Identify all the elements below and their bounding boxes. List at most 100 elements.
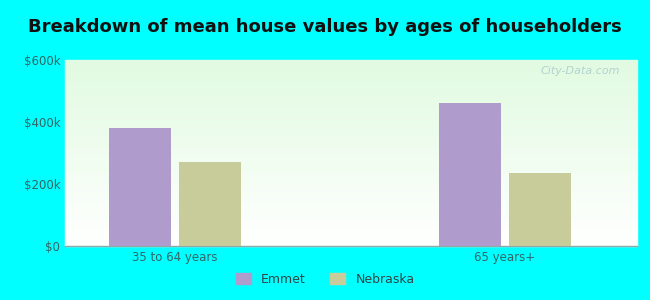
Text: City-Data.com: City-Data.com [540, 66, 620, 76]
Bar [65, 101, 637, 103]
Bar [65, 172, 637, 173]
Bar [65, 238, 637, 240]
Bar [65, 149, 637, 151]
Bar [65, 173, 637, 175]
Bar [65, 112, 637, 114]
Bar [65, 103, 637, 105]
Bar [65, 108, 637, 110]
Bar [65, 86, 637, 88]
Bar [65, 233, 637, 235]
Bar [65, 227, 637, 229]
Bar [65, 190, 637, 192]
Bar [65, 212, 637, 214]
Bar [65, 151, 637, 153]
Bar [65, 159, 637, 161]
Bar [65, 211, 637, 212]
Bar [65, 192, 637, 194]
Bar [65, 140, 637, 142]
Bar [510, 173, 571, 246]
Bar [65, 229, 637, 231]
Bar [65, 144, 637, 146]
Bar [65, 75, 637, 77]
Bar [65, 237, 637, 239]
Bar [65, 79, 637, 80]
Bar [65, 80, 637, 82]
Bar [65, 207, 637, 209]
Bar [65, 88, 637, 90]
Bar [65, 64, 637, 66]
Bar [65, 231, 637, 233]
Bar [65, 129, 637, 131]
Bar [65, 181, 637, 183]
Bar [65, 90, 637, 92]
Bar [65, 164, 637, 166]
Bar [65, 106, 637, 108]
Bar [65, 146, 637, 147]
Bar [65, 118, 637, 119]
Bar [65, 77, 637, 79]
Bar [65, 160, 637, 162]
Bar [65, 198, 637, 200]
Bar [65, 92, 637, 94]
Bar [65, 60, 637, 62]
Text: Breakdown of mean house values by ages of householders: Breakdown of mean house values by ages o… [28, 18, 622, 36]
Bar [65, 133, 637, 134]
Bar [65, 68, 637, 69]
Bar [65, 62, 637, 64]
Bar [65, 110, 637, 112]
Bar [65, 82, 637, 84]
Bar [65, 175, 637, 177]
Bar [65, 127, 637, 129]
Bar [179, 162, 241, 246]
Bar [65, 168, 637, 170]
Bar [65, 235, 637, 237]
Bar [65, 162, 637, 164]
Bar [65, 209, 637, 211]
Bar [65, 220, 637, 222]
Bar [65, 153, 637, 155]
Bar [65, 157, 637, 159]
Bar [109, 128, 170, 246]
Bar [65, 147, 637, 149]
Bar [65, 131, 637, 133]
Legend: Emmet, Nebraska: Emmet, Nebraska [231, 268, 419, 291]
Bar [65, 155, 637, 157]
Bar [439, 103, 501, 246]
Bar [65, 69, 637, 71]
Bar [65, 196, 637, 198]
Bar [65, 205, 637, 207]
Bar [65, 123, 637, 125]
Bar [65, 105, 637, 106]
Bar [65, 183, 637, 184]
Bar [65, 244, 637, 246]
Bar [65, 222, 637, 224]
Bar [65, 184, 637, 187]
Bar [65, 224, 637, 226]
Bar [65, 188, 637, 190]
Bar [65, 214, 637, 216]
Bar [65, 73, 637, 75]
Bar [65, 201, 637, 203]
Bar [65, 226, 637, 227]
Bar [65, 166, 637, 168]
Bar [65, 94, 637, 95]
Bar [65, 138, 637, 140]
Bar [65, 99, 637, 101]
Bar [65, 116, 637, 118]
Bar [65, 122, 637, 123]
Bar [65, 218, 637, 220]
Bar [65, 179, 637, 181]
Bar [65, 142, 637, 144]
Bar [65, 97, 637, 99]
Bar [65, 134, 637, 136]
Bar [65, 240, 637, 242]
Bar [65, 95, 637, 97]
Bar [65, 84, 637, 86]
Bar [65, 194, 637, 196]
Bar [65, 119, 637, 122]
Bar [65, 125, 637, 127]
Bar [65, 200, 637, 201]
Bar [65, 136, 637, 138]
Bar [65, 177, 637, 179]
Bar [65, 216, 637, 218]
